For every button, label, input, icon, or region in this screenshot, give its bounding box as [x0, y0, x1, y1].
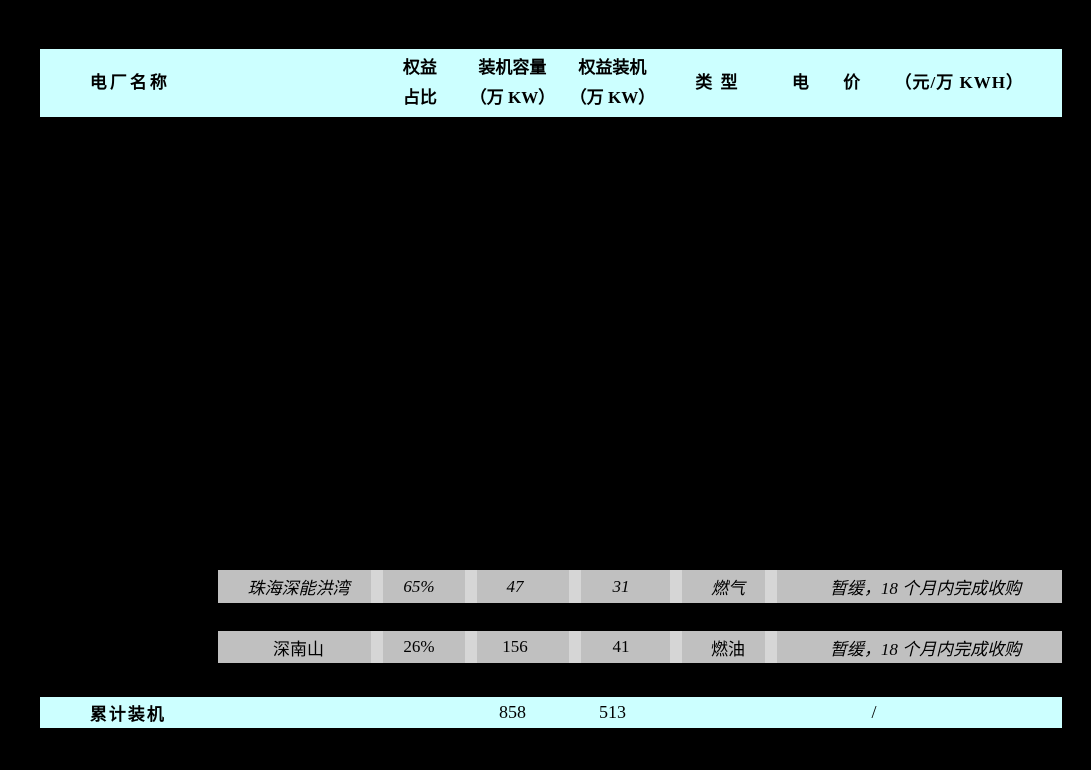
- header-capacity-line2: （万 KW）: [469, 88, 556, 107]
- header-equity-ratio-line2: 占比: [403, 88, 437, 107]
- table-row-shennanshan: 深南山 26% 156 41 燃油 暂缓，18 个月内完成收购: [218, 631, 1062, 663]
- footer-capacity-total: 858: [499, 702, 526, 722]
- header-equity-capacity-line2: （万 KW）: [569, 88, 656, 107]
- row1-type: 燃气: [682, 570, 765, 603]
- header-equity-ratio: 权益 占比: [375, 53, 465, 113]
- table-header-row: 电厂名称 权益 占比 装机容量 （万 KW） 权益装机 （万 KW） 类 型 电…: [40, 49, 1062, 117]
- row1-plant-name: 珠海深能洪湾: [218, 570, 371, 603]
- row2-plant-name: 深南山: [218, 631, 371, 663]
- header-type: 类 型: [695, 73, 740, 92]
- footer-label: 累计装机: [90, 705, 166, 724]
- table-row-zhuhai-hongwan: 珠海深能洪湾 65% 47 31 燃气 暂缓，18 个月内完成收购: [218, 570, 1062, 603]
- footer-price-value: /: [871, 702, 877, 722]
- row2-equity-ratio: 26%: [383, 631, 465, 663]
- table-footer-row: 累计装机 858 513 /: [40, 697, 1062, 728]
- row2-capacity: 156: [477, 631, 569, 663]
- row2-equity-capacity: 41: [581, 631, 670, 663]
- header-capacity-line1: 装机容量: [478, 58, 547, 77]
- row1-equity-ratio: 65%: [383, 570, 465, 603]
- header-price-char1: 电: [792, 73, 810, 92]
- header-price: 电 价 （元/万 KWH）: [770, 68, 1062, 98]
- header-equity-capacity-line1: 权益装机: [578, 58, 647, 77]
- footer-equity-capacity-total: 513: [599, 702, 626, 722]
- row1-capacity: 47: [477, 570, 569, 603]
- header-price-char2: 价: [843, 73, 862, 92]
- row1-equity-capacity: 31: [581, 570, 670, 603]
- header-equity-ratio-line1: 权益: [403, 58, 437, 77]
- row2-price-note: 暂缓，18 个月内完成收购: [777, 631, 1062, 663]
- header-capacity: 装机容量 （万 KW）: [465, 53, 560, 113]
- row2-type: 燃油: [682, 631, 765, 663]
- header-plant-name: 电厂名称: [90, 73, 170, 92]
- header-price-unit: （元/万 KWH）: [894, 73, 1024, 92]
- row1-price-note: 暂缓，18 个月内完成收购: [777, 570, 1062, 603]
- header-equity-capacity: 权益装机 （万 KW）: [560, 53, 665, 113]
